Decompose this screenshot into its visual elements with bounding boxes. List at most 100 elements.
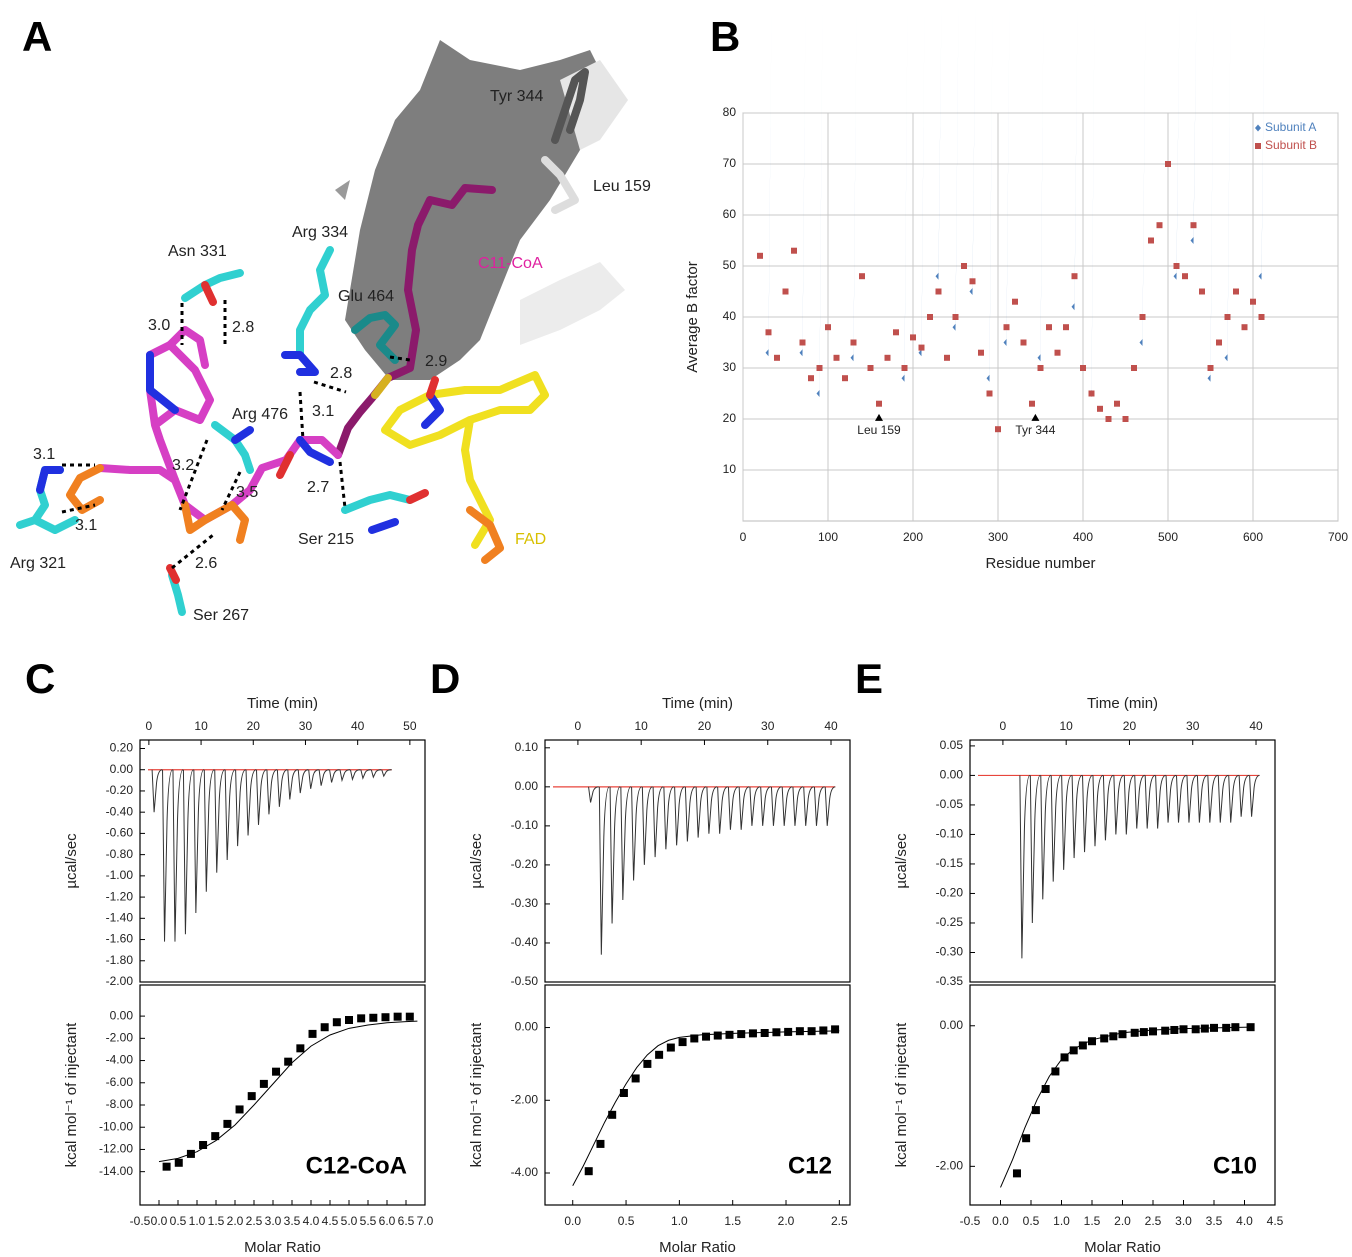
y-axis-label: kcal mol⁻¹ of injectant: [63, 1022, 80, 1167]
point: [936, 0, 942, 280]
injection-peak: [782, 787, 792, 826]
y-tick-label: -0.25: [936, 915, 964, 929]
injection-peak: [1135, 775, 1145, 828]
injection-peak: [621, 787, 631, 900]
residue-label: Ser 215: [298, 531, 354, 548]
residue-stick: [410, 493, 425, 500]
point: [1191, 222, 1197, 228]
injection-peak: [361, 770, 371, 778]
ligand-label: C11-CoA: [478, 255, 543, 272]
injection-peak: [1103, 775, 1113, 840]
y-tick-label: -6.00: [106, 1075, 134, 1089]
y-tick-label: -0.35: [936, 974, 964, 988]
point: [260, 1080, 268, 1088]
distance-label: 3.1: [75, 517, 97, 534]
y-tick-label: -0.10: [511, 818, 539, 832]
x-tick-label: 3.0: [265, 1214, 282, 1228]
point: [1250, 299, 1256, 305]
injection-peak: [340, 770, 350, 781]
x-tick-label: 20: [698, 719, 712, 733]
point: [1072, 273, 1078, 279]
point: [1080, 365, 1086, 371]
legend-label: Subunit A: [1265, 120, 1316, 134]
point: [783, 289, 789, 295]
injection-peak: [610, 787, 620, 924]
injection-peak: [256, 770, 266, 825]
x-tick-label: 30: [1186, 719, 1200, 733]
point: [321, 1023, 329, 1031]
point: [236, 1105, 244, 1113]
point: [1225, 1, 1231, 362]
injection-peak: [750, 787, 760, 826]
point: [1079, 1041, 1087, 1049]
point: [406, 1013, 414, 1021]
point: [1063, 324, 1069, 330]
injection-peak: [1177, 775, 1187, 822]
point: [995, 426, 1001, 432]
point: [1201, 1025, 1209, 1033]
point: [272, 1068, 280, 1076]
annotation-marker: [875, 414, 883, 421]
point: [643, 1060, 651, 1068]
y-tick-label: -2.00: [936, 1159, 964, 1173]
x-tick-label: 700: [1328, 530, 1348, 544]
y-tick-label: 80: [723, 105, 737, 119]
x-tick-label: 20: [1123, 719, 1137, 733]
residue-stick: [372, 522, 395, 530]
surface: [335, 180, 350, 200]
x-tick-label: 40: [1249, 719, 1263, 733]
injection-peak: [814, 787, 824, 826]
injection-peak: [1156, 775, 1166, 828]
y-tick-label: 70: [723, 156, 737, 170]
residue-stick: [40, 470, 60, 490]
y-tick-label: -1.20: [106, 889, 134, 903]
x-tick-label: 30: [761, 719, 775, 733]
point: [679, 1038, 687, 1046]
injection-peak: [1145, 775, 1155, 828]
x-tick-label: 0: [740, 530, 747, 544]
x-tick-label: 4.5: [1267, 1214, 1284, 1228]
sample-label: C10: [1213, 1152, 1257, 1179]
point: [1038, 365, 1044, 371]
x-tick-label: 0.5: [1023, 1214, 1040, 1228]
panel-letter: E: [855, 655, 883, 702]
point: [1174, 263, 1180, 269]
point: [1029, 401, 1035, 407]
y-tick-label: 0.00: [110, 762, 134, 776]
point: [772, 1028, 780, 1036]
point: [1119, 1030, 1127, 1038]
point: [608, 1111, 616, 1119]
x-axis-label: Molar Ratio: [1084, 1239, 1161, 1256]
injection-peak: [739, 787, 749, 830]
point: [1106, 416, 1112, 422]
x-tick-label: 3.0: [1175, 1214, 1192, 1228]
point: [800, 1, 806, 357]
distance-label: 3.5: [236, 484, 258, 501]
point: [842, 375, 848, 381]
injection-peak: [1197, 775, 1207, 822]
injection-peak: [599, 787, 609, 955]
residue-label: Asn 331: [168, 243, 227, 260]
point: [1165, 161, 1171, 167]
x-tick-label: 0: [575, 719, 582, 733]
injection-peak: [771, 787, 781, 826]
y-tick-label: -0.80: [106, 847, 134, 861]
x-axis-label: Time (min): [662, 695, 733, 712]
point: [761, 1029, 769, 1037]
point: [817, 365, 823, 371]
x-tick-label: 40: [824, 719, 838, 733]
point: [1088, 1037, 1096, 1045]
y-tick-label: -0.60: [106, 826, 134, 840]
x-tick-label: 2.5: [246, 1214, 263, 1228]
injection-peak: [173, 770, 183, 942]
residue-stick: [300, 250, 330, 355]
legend-marker: [1255, 125, 1261, 132]
residue-label: Ser 267: [193, 607, 249, 624]
injection-peak: [675, 787, 685, 846]
injection-peak: [277, 770, 287, 807]
y-tick-label: -2.00: [106, 1031, 134, 1045]
injection-peak: [804, 787, 814, 826]
y-axis-label: µcal/sec: [893, 833, 910, 889]
point: [345, 1016, 353, 1024]
injection-peak: [1083, 775, 1093, 852]
